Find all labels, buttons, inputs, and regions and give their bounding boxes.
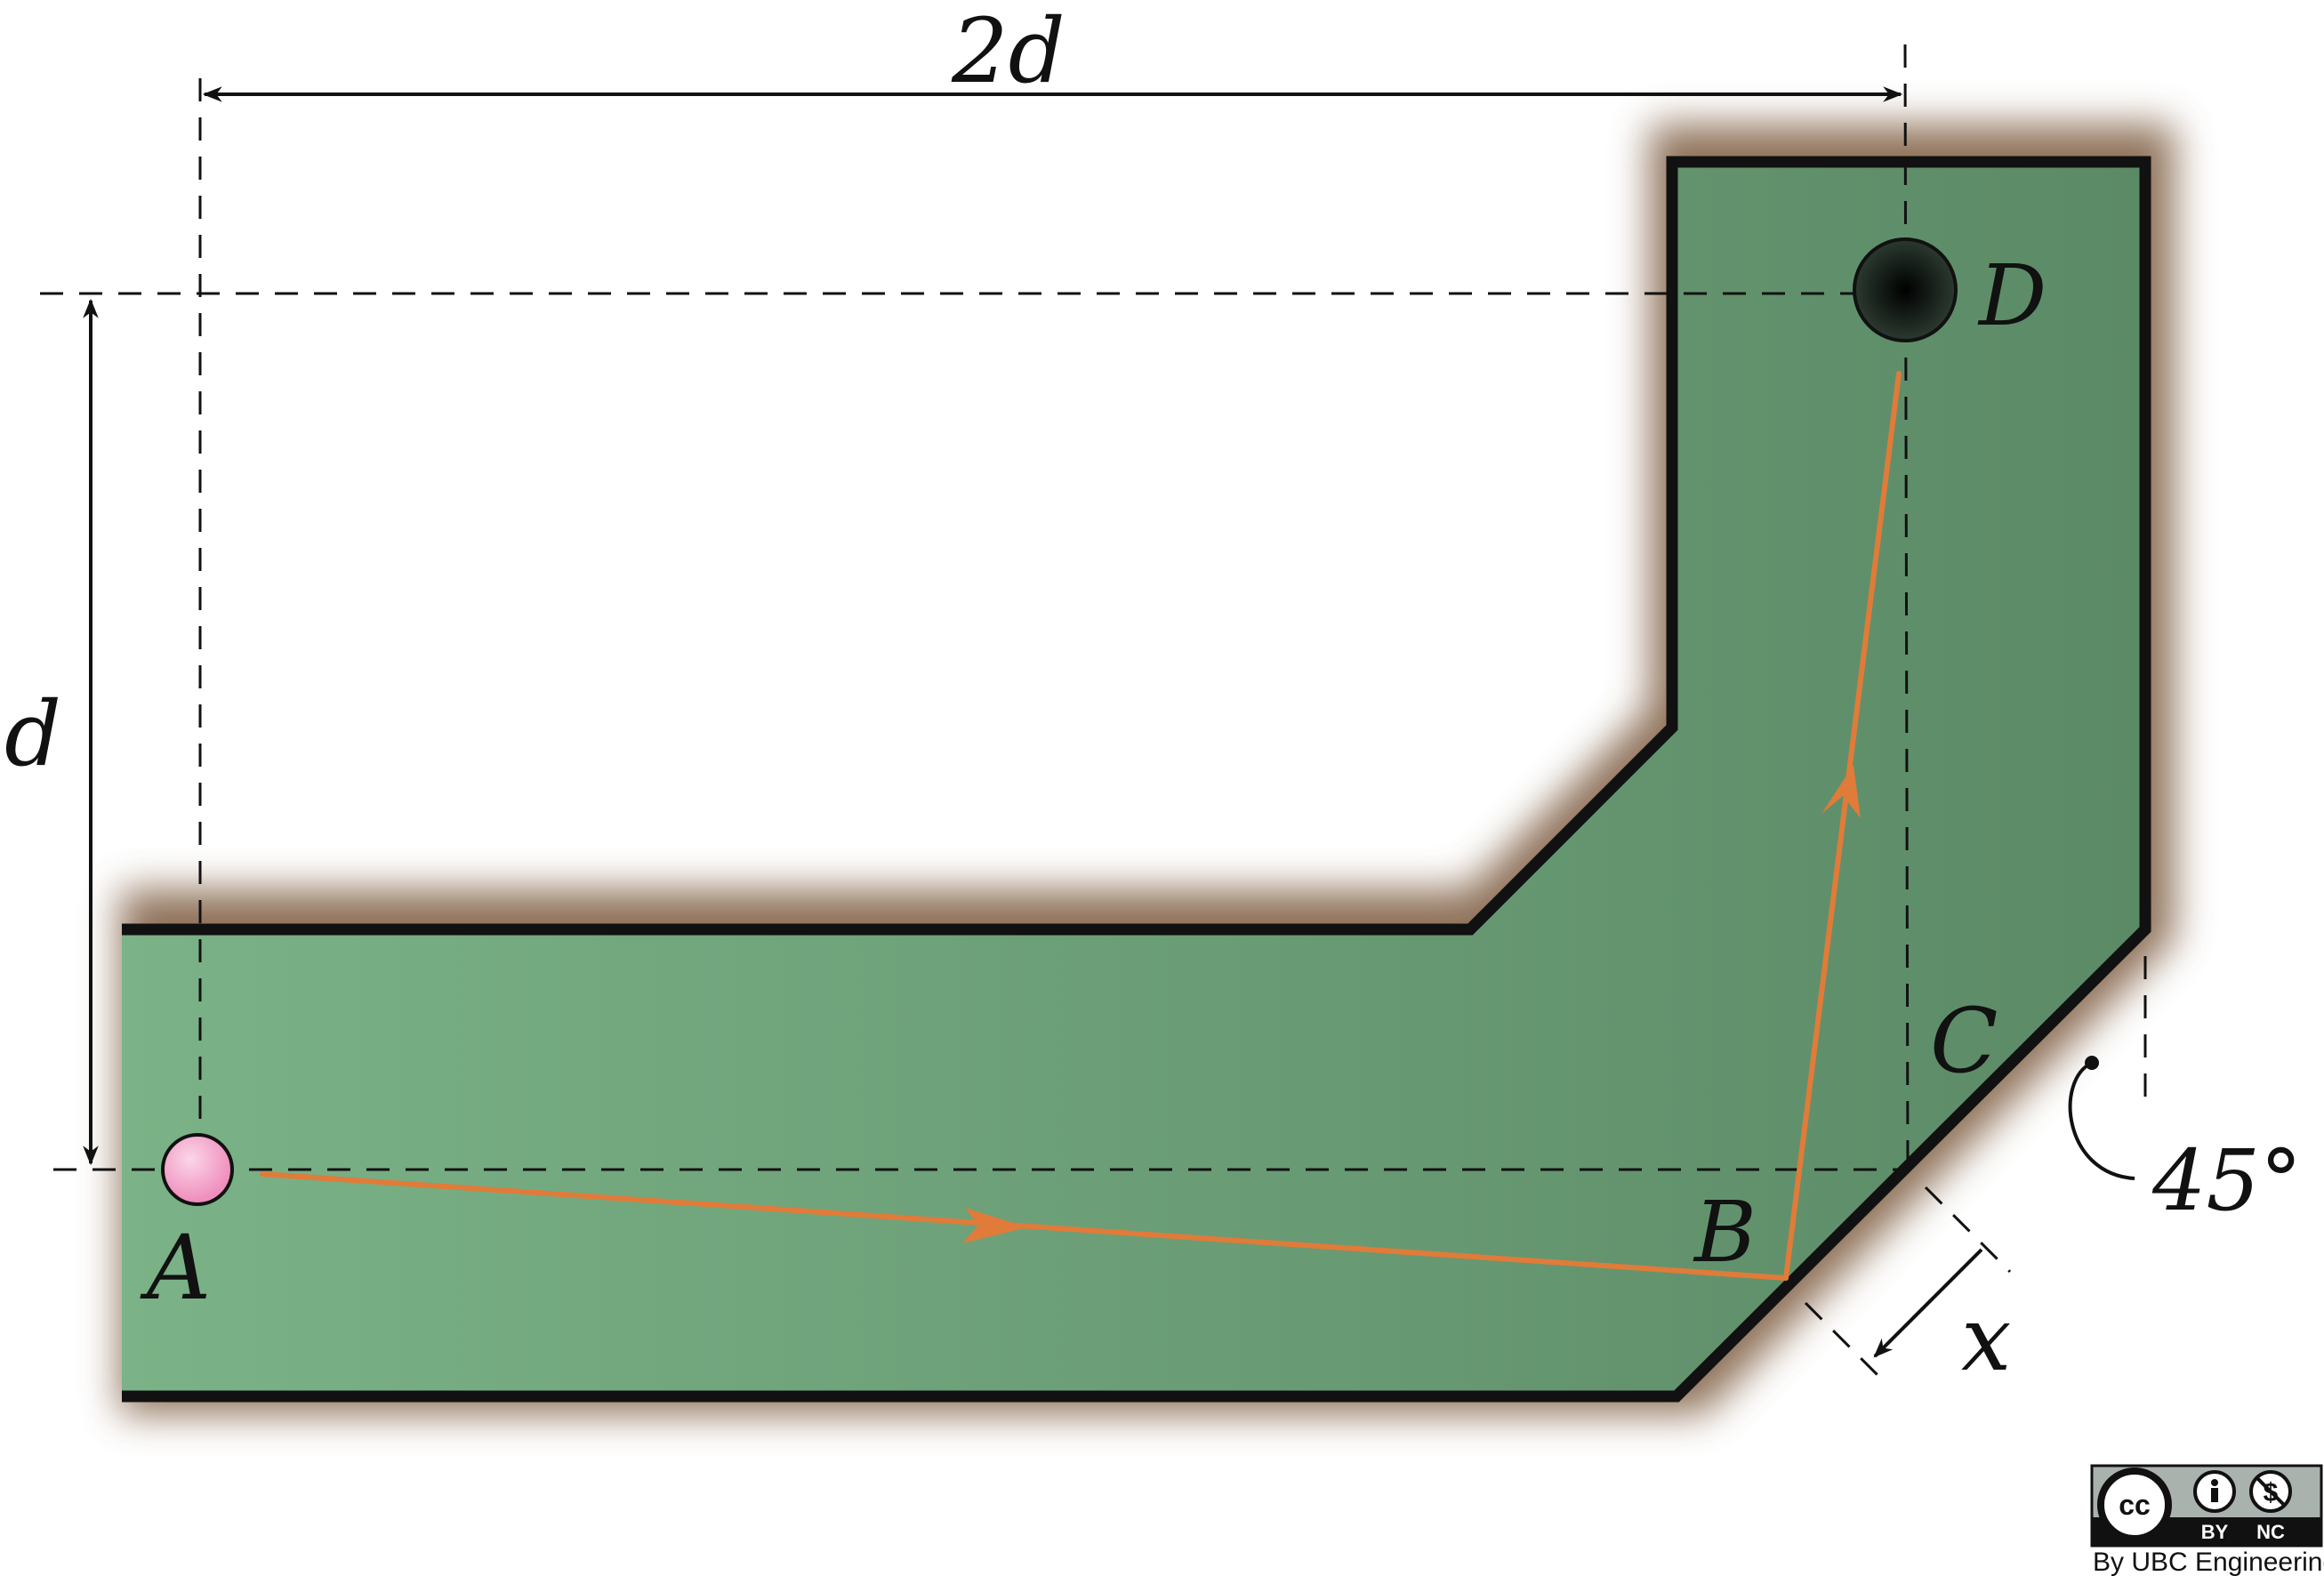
label-angle: 45° <box>2151 1132 2302 1230</box>
attribution-icon-head <box>2211 1479 2218 1486</box>
license-badge: cc $ BY NC <box>2090 1464 2323 1548</box>
path-segment-ab <box>260 1171 1789 1281</box>
label-offset-dimension: x <box>1961 1287 2011 1391</box>
course-walls <box>122 156 2151 1403</box>
dimension-arrows <box>83 86 1983 1358</box>
label-point-b: B <box>1693 1184 1757 1282</box>
label-width-dimension: 2d <box>951 0 1066 103</box>
badge-nc-text: NC <box>2256 1521 2285 1543</box>
green-surface <box>122 162 2145 1396</box>
label-point-d: D <box>1977 247 2047 345</box>
noncommercial-icon-slash <box>2255 1475 2287 1508</box>
label-height-dimension: d <box>4 682 61 786</box>
angle-annotation <box>2068 1056 2135 1180</box>
path-arrowhead-2 <box>1821 765 1861 818</box>
dashed-offset-tick-c <box>1924 1186 2012 1274</box>
label-point-c: C <box>1930 989 1998 1093</box>
dashed-vertical-d <box>1903 44 1910 1170</box>
dashed-offset-tick-b <box>1804 1301 1887 1385</box>
golf-ball <box>161 1133 234 1206</box>
credit-text: By UBC Engineering <box>2093 1548 2324 1576</box>
path-segment-bd <box>1783 371 1902 1281</box>
inner-wall <box>122 156 2151 1403</box>
cc-icon <box>2097 1467 2172 1542</box>
cc-icon-text: cc <box>2119 1489 2151 1521</box>
golf-hole <box>1853 237 1958 342</box>
label-point-a: A <box>140 1216 211 1320</box>
offset-dimension-arrow <box>1873 1248 1983 1358</box>
path-arrowhead-1 <box>962 1208 1027 1243</box>
ball-path <box>260 371 1902 1281</box>
angle-leader <box>2068 1061 2135 1180</box>
attribution-icon-body <box>2211 1488 2218 1502</box>
badge-by-text: BY <box>2201 1521 2229 1543</box>
construction-lines <box>40 44 2147 1385</box>
